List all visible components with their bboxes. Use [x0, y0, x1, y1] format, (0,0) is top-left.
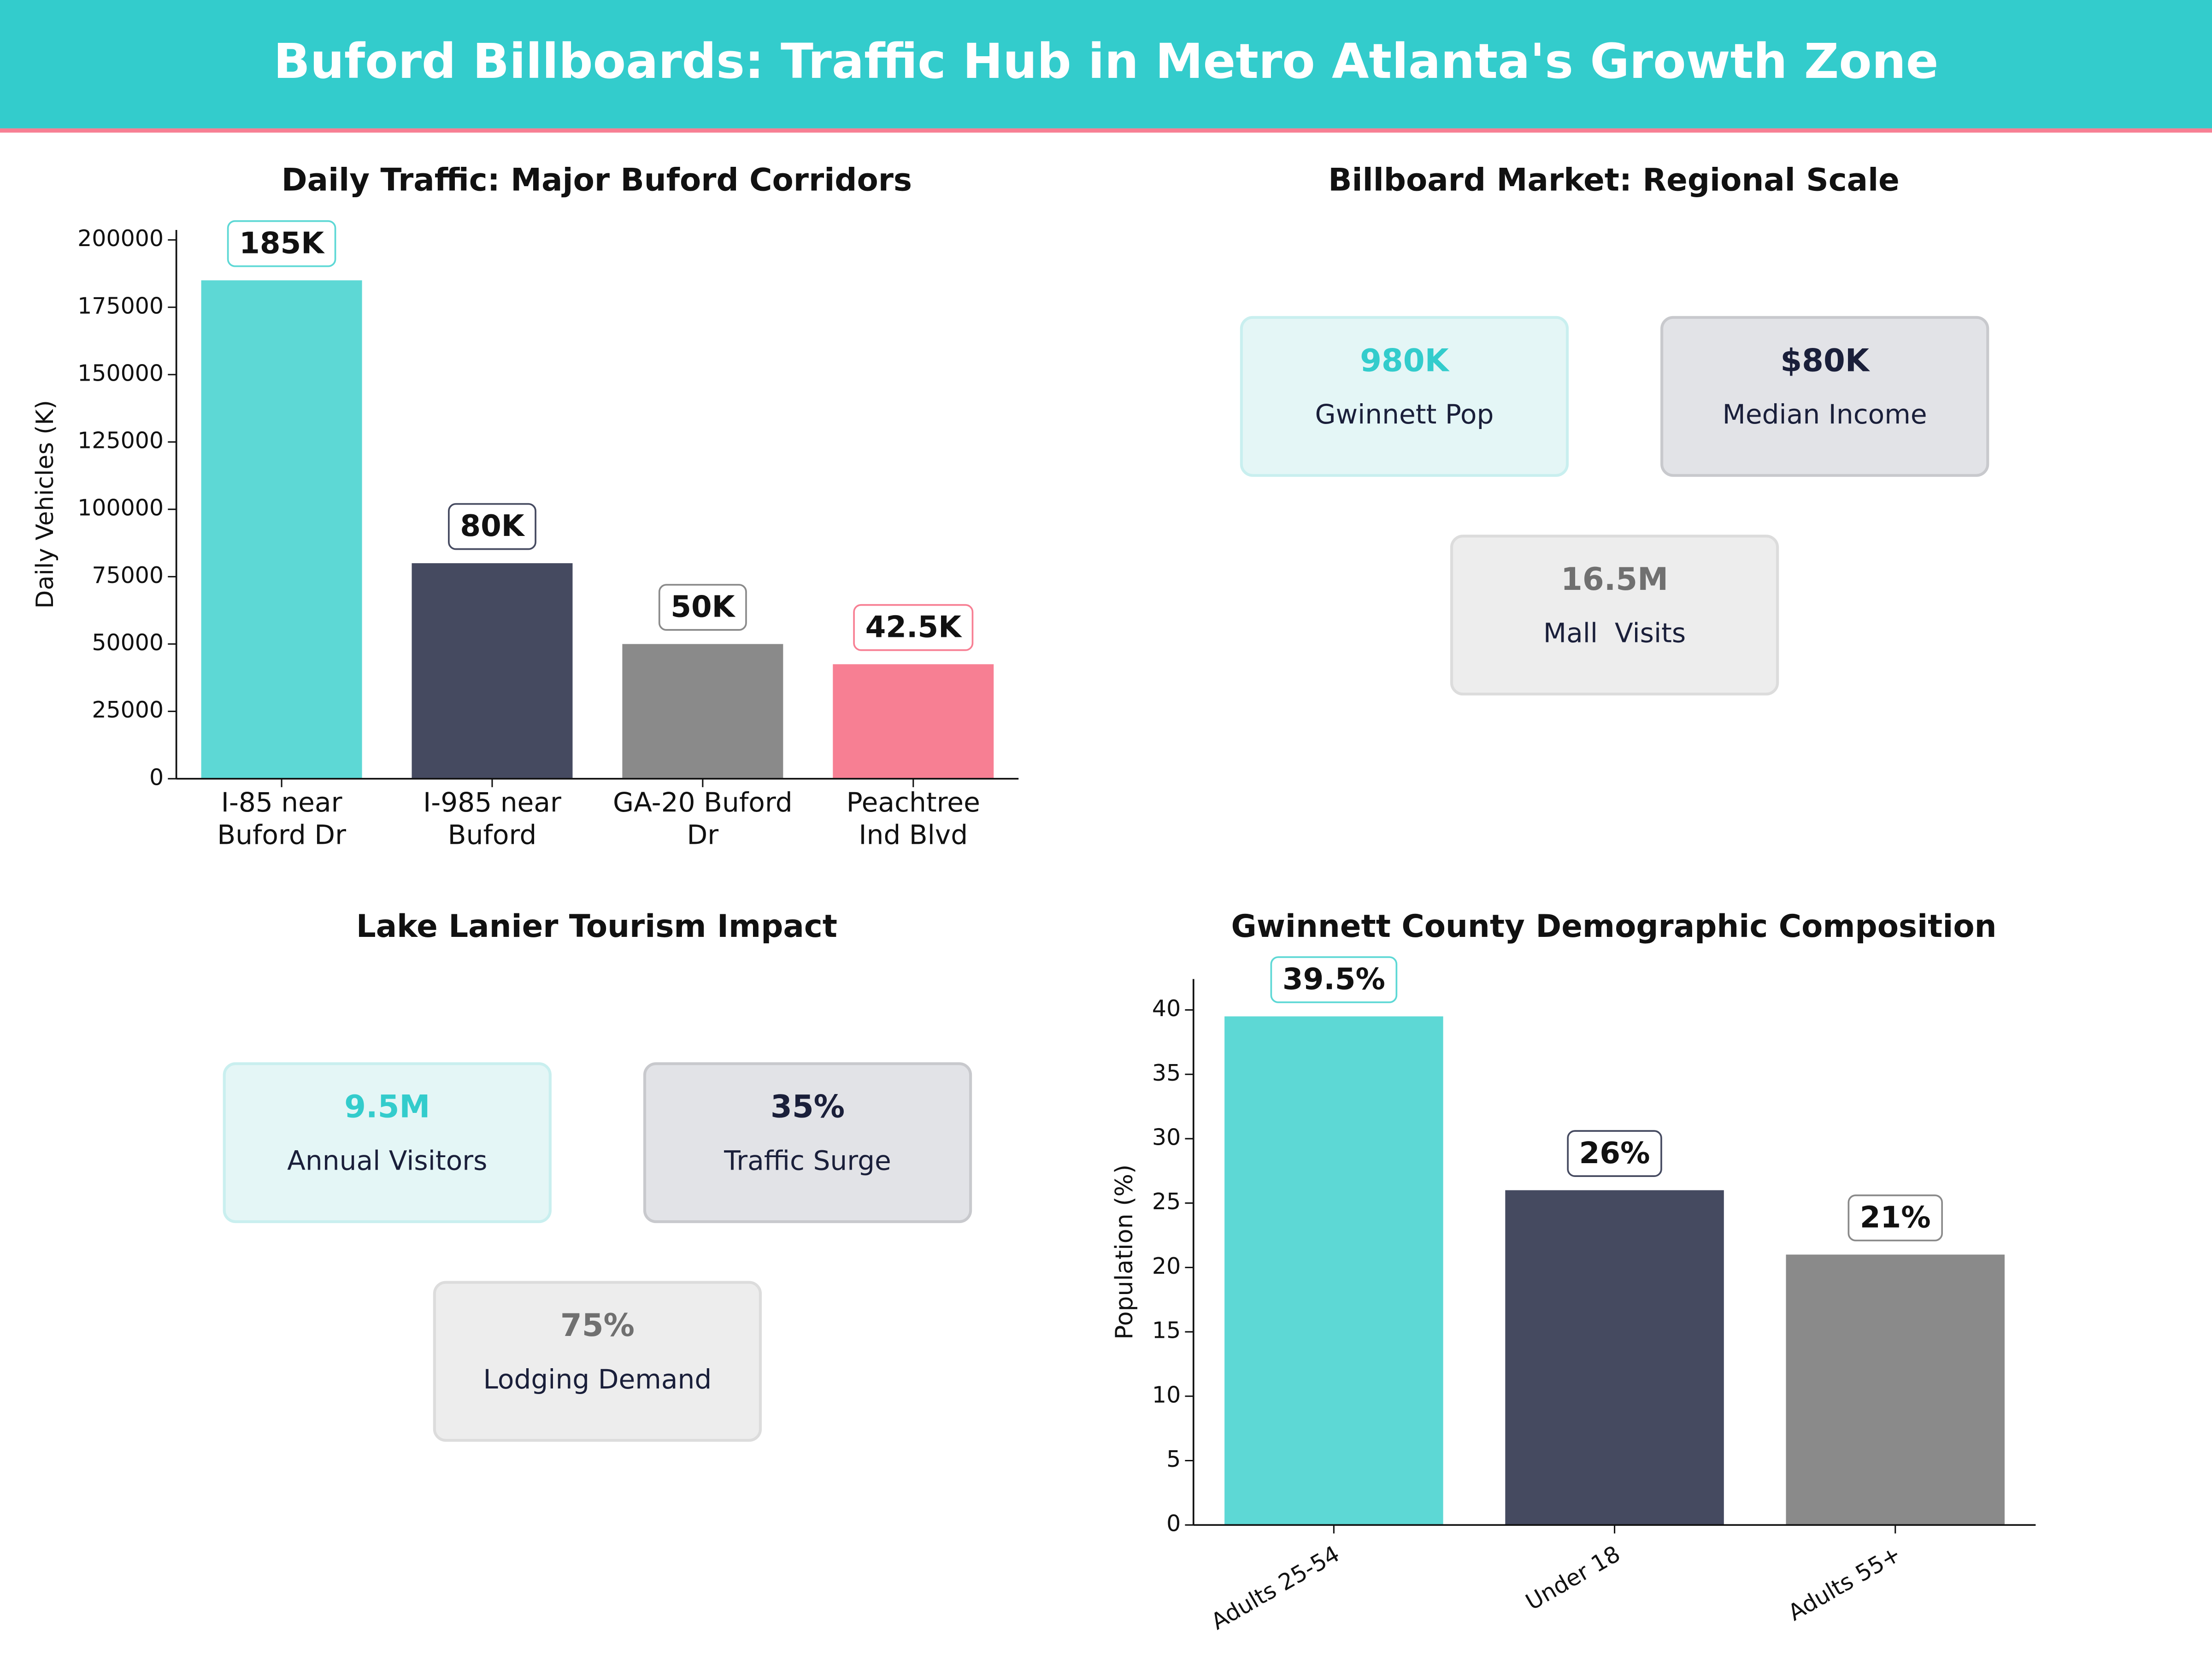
- kpi-value: 980K: [1360, 342, 1450, 378]
- bar: [833, 664, 994, 779]
- kpi-card: [1240, 316, 1569, 477]
- y-tick-label: 75000: [92, 562, 164, 588]
- bar: [1224, 1016, 1443, 1525]
- value-label-box: [658, 584, 747, 631]
- bar: [1505, 1190, 1724, 1525]
- kpi-label: Lodging Demand: [483, 1364, 712, 1395]
- value-label: 42.5K: [865, 610, 963, 644]
- kpi-value: 9.5M: [344, 1088, 430, 1125]
- panel-title: Billboard Market: Regional Scale: [1328, 161, 1900, 198]
- y-tick-label: 25000: [92, 697, 164, 723]
- y-tick-label: 0: [1166, 1511, 1181, 1537]
- kpi-card: [223, 1062, 552, 1224]
- x-tick-label: I-985 near Buford: [423, 787, 561, 850]
- y-tick-label: 35: [1152, 1060, 1181, 1086]
- kpi-card: [643, 1062, 972, 1224]
- kpi-value: 16.5M: [1561, 561, 1668, 597]
- value-label: 185K: [239, 226, 325, 260]
- y-axis-label: Population (%): [1111, 1165, 1138, 1340]
- chart-title: Daily Traffic: Major Buford Corridors: [282, 161, 912, 198]
- y-tick-label: 25: [1152, 1188, 1181, 1215]
- value-label-box: [448, 503, 536, 550]
- header-rule: [0, 128, 2212, 133]
- y-tick-label: 30: [1152, 1124, 1181, 1150]
- chart-title: Gwinnett County Demographic Composition: [1231, 908, 1996, 944]
- value-label-box: [1270, 956, 1398, 1003]
- bar: [622, 644, 783, 779]
- x-tick-label: Adults 55+: [1784, 1541, 1906, 1626]
- y-tick-label: 15: [1152, 1318, 1181, 1344]
- value-label-group: 185K: [227, 220, 336, 267]
- bar: [1786, 1254, 2005, 1525]
- page-title: Buford Billboards: Traffic Hub in Metro …: [273, 33, 1938, 89]
- kpi-label: Mall Visits: [1543, 618, 1686, 649]
- y-axis-label: Daily Vehicles (K): [31, 400, 59, 609]
- y-tick-label: 150000: [77, 360, 164, 386]
- y-tick-label: 20: [1152, 1253, 1181, 1279]
- y-tick-label: 125000: [77, 428, 164, 454]
- panel-title: Lake Lanier Tourism Impact: [356, 908, 837, 944]
- value-label-group: 39.5%: [1270, 956, 1398, 1003]
- y-tick-label: 0: [149, 764, 164, 790]
- value-label-box: [227, 220, 336, 267]
- kpi-value: 35%: [771, 1088, 845, 1125]
- bar: [412, 563, 573, 779]
- y-tick-label: 100000: [77, 495, 164, 521]
- kpi-card: [1450, 535, 1779, 696]
- value-label: 50K: [671, 590, 735, 624]
- kpi-label: Gwinnett Pop: [1315, 399, 1494, 430]
- x-tick-label: Adults 25-54: [1207, 1541, 1344, 1635]
- value-label-box: [853, 604, 974, 651]
- bar: [201, 280, 362, 779]
- value-label: 26%: [1579, 1136, 1650, 1171]
- value-label-group: 21%: [1847, 1194, 1943, 1241]
- value-label: 80K: [460, 509, 525, 543]
- x-tick-label: I-85 near Buford Dr: [217, 787, 346, 850]
- value-label-group: 26%: [1567, 1130, 1662, 1177]
- y-tick-label: 200000: [77, 225, 164, 252]
- kpi-label: Median Income: [1723, 399, 1927, 430]
- y-tick-label: 50000: [92, 629, 164, 656]
- value-label-box: [1847, 1194, 1943, 1241]
- value-label-box: [1567, 1130, 1662, 1177]
- y-tick-label: 175000: [77, 293, 164, 319]
- value-label: 21%: [1860, 1200, 1931, 1235]
- y-tick-label: 10: [1152, 1382, 1181, 1408]
- value-label-group: 42.5K: [853, 604, 974, 651]
- kpi-value: 75%: [560, 1307, 635, 1343]
- kpi-card: [1660, 316, 1989, 477]
- y-tick-label: 5: [1166, 1446, 1181, 1472]
- kpi-card: [433, 1281, 762, 1442]
- header-bar: [0, 0, 2212, 129]
- kpi-label: Annual Visitors: [287, 1145, 487, 1177]
- y-tick-label: 40: [1152, 995, 1181, 1022]
- value-label-group: 80K: [448, 503, 536, 550]
- x-tick-label: GA-20 Buford Dr: [613, 787, 793, 850]
- x-tick-label: Under 18: [1521, 1541, 1624, 1615]
- kpi-value: $80K: [1780, 342, 1871, 378]
- value-label-group: 50K: [658, 584, 747, 631]
- kpi-label: Traffic Surge: [724, 1145, 891, 1177]
- x-tick-label: Peachtree Ind Blvd: [847, 787, 980, 850]
- value-label: 39.5%: [1282, 962, 1385, 997]
